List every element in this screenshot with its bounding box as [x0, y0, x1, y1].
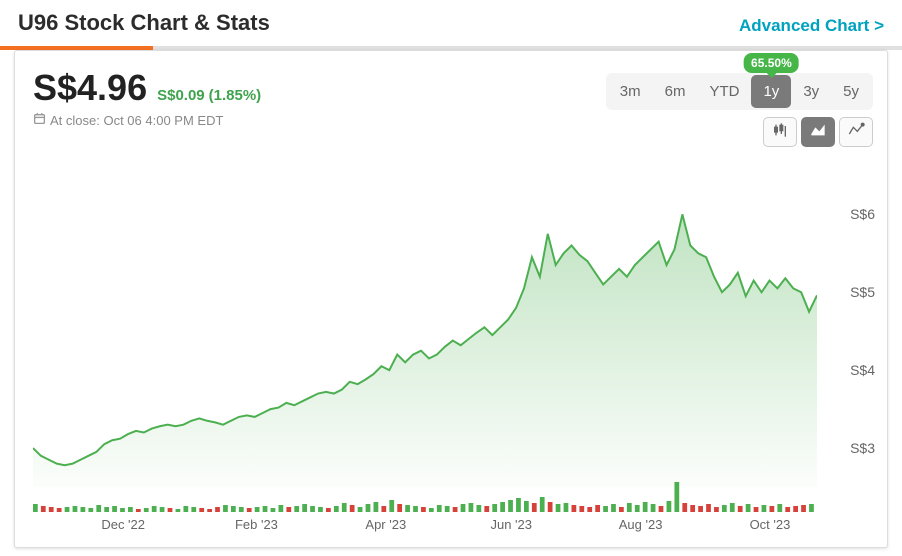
chart-type-line-button[interactable]	[839, 117, 873, 147]
range-badge: 65.50%	[744, 53, 799, 73]
range-1y[interactable]: 1y65.50%	[751, 75, 791, 108]
candlestick-icon	[771, 122, 789, 143]
volume-chart	[33, 482, 817, 512]
price-chart[interactable]	[33, 191, 817, 487]
x-tick-label: Jun '23	[490, 517, 532, 532]
page-title: U96 Stock Chart & Stats	[18, 10, 270, 36]
x-tick-label: Apr '23	[365, 517, 406, 532]
range-3y[interactable]: 3y	[791, 75, 831, 108]
chart-card: S$4.96 S$0.09 (1.85%) At close: Oct 06 4…	[14, 50, 888, 548]
close-text: At close: Oct 06 4:00 PM EDT	[50, 113, 223, 128]
area-icon	[809, 122, 827, 143]
range-ytd[interactable]: YTD	[697, 75, 751, 108]
range-3m[interactable]: 3m	[608, 75, 653, 108]
x-tick-label: Oct '23	[750, 517, 791, 532]
price-delta-abs: S$0.09	[157, 87, 205, 104]
y-tick-label: S$4	[850, 362, 875, 378]
price-delta-pct: (1.85%)	[209, 87, 262, 104]
chart-type-selector	[763, 117, 873, 147]
y-tick-label: S$5	[850, 284, 875, 300]
close-info: At close: Oct 06 4:00 PM EDT	[33, 112, 875, 128]
x-tick-label: Feb '23	[235, 517, 278, 532]
y-tick-label: S$3	[850, 440, 875, 456]
range-6m[interactable]: 6m	[653, 75, 698, 108]
y-tick-label: S$6	[850, 206, 875, 222]
line-icon	[847, 122, 865, 143]
advanced-chart-link[interactable]: Advanced Chart >	[739, 16, 884, 36]
chart-type-candlestick-button[interactable]	[763, 117, 797, 147]
y-axis: S$3 S$4 S$5 S$6	[825, 191, 875, 487]
x-axis: Dec '22 Feb '23 Apr '23 Jun '23 Aug '23 Oct '…	[33, 517, 817, 537]
range-5y[interactable]: 5y	[831, 75, 871, 108]
range-selector: 3m6mYTD1y65.50%3y5y	[606, 73, 873, 110]
x-tick-label: Aug '23	[619, 517, 663, 532]
calendar-icon	[33, 112, 46, 128]
chart-type-area-button[interactable]	[801, 117, 835, 147]
x-tick-label: Dec '22	[101, 517, 145, 532]
price-value: S$4.96	[33, 67, 147, 109]
